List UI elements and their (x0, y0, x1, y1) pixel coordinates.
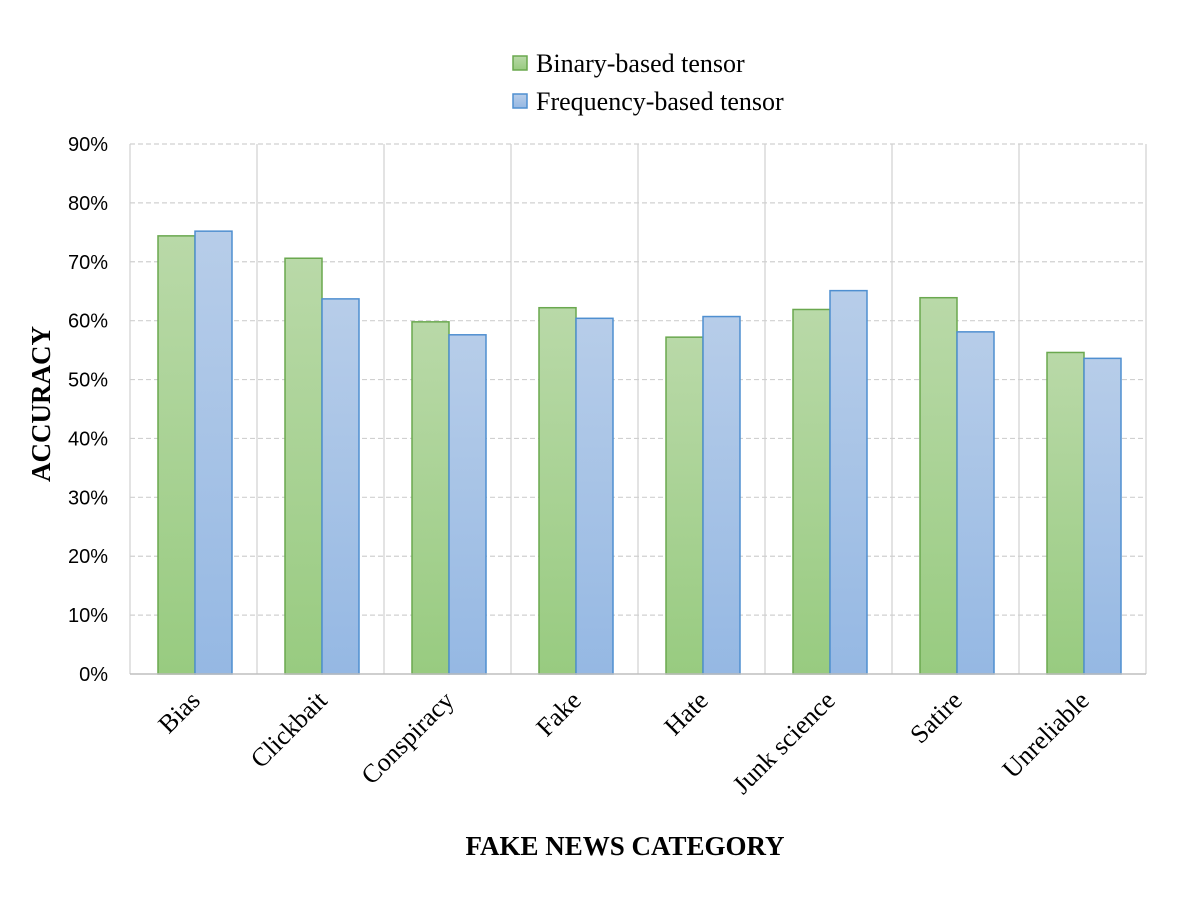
y-tick-label: 60% (68, 311, 108, 333)
bar-binary (1046, 351, 1085, 675)
bar-frequency (702, 315, 741, 675)
x-tick-label: Conspiracy (355, 686, 459, 790)
y-axis-label: ACCURACY (26, 326, 56, 482)
x-tick-label: Satire (904, 686, 967, 749)
bar-binary (411, 321, 450, 675)
legend-label-frequency: Frequency-based tensor (536, 87, 784, 116)
legend-swatch-frequency (512, 93, 528, 109)
bar-binary (665, 336, 704, 675)
bar-binary (792, 308, 831, 675)
y-tick-label: 0% (79, 664, 108, 686)
y-tick-label: 10% (68, 605, 108, 627)
x-axis-ticks: Bias Clickbait Conspiracy Fake Hate Junk scie… (153, 685, 1095, 799)
bar-frequency (829, 289, 868, 675)
bar-frequency (194, 230, 233, 675)
y-tick-label: 30% (68, 487, 108, 509)
y-tick-label: 80% (68, 193, 108, 215)
bar-binary (919, 296, 958, 675)
bars (157, 230, 1122, 675)
x-tick-label: Hate (659, 686, 714, 741)
y-tick-label: 50% (68, 370, 108, 392)
y-tick-label: 70% (68, 252, 108, 274)
bar-binary (157, 235, 196, 675)
x-tick-label: Bias (153, 686, 206, 739)
x-tick-label: Unreliable (997, 686, 1095, 784)
bar-frequency (321, 298, 360, 675)
legend-swatch-binary (512, 55, 528, 71)
y-tick-label: 40% (68, 428, 108, 450)
y-tick-label: 20% (68, 546, 108, 568)
bar-frequency (448, 334, 487, 675)
x-tick-label: Fake (530, 686, 586, 742)
legend-label-binary: Binary-based tensor (536, 49, 745, 78)
bar-frequency (575, 317, 614, 675)
x-tick-label: Junk science (727, 686, 841, 800)
x-axis-label: FAKE NEWS CATEGORY (465, 831, 784, 861)
legend-item-frequency: Frequency-based tensor (512, 87, 784, 116)
bar-binary (284, 257, 323, 675)
y-axis-ticks: 0% 10% 20% 30% 40% 50% 60% 70% 80% 90% (68, 134, 108, 686)
legend-item-binary: Binary-based tensor (512, 49, 745, 78)
legend: Binary-based tensor Frequency-based tens… (512, 49, 784, 116)
x-tick-label: Clickbait (245, 685, 333, 773)
y-tick-label: 90% (68, 134, 108, 156)
bar-frequency (1083, 357, 1122, 675)
bar-binary (538, 306, 577, 675)
bar-frequency (956, 331, 995, 675)
